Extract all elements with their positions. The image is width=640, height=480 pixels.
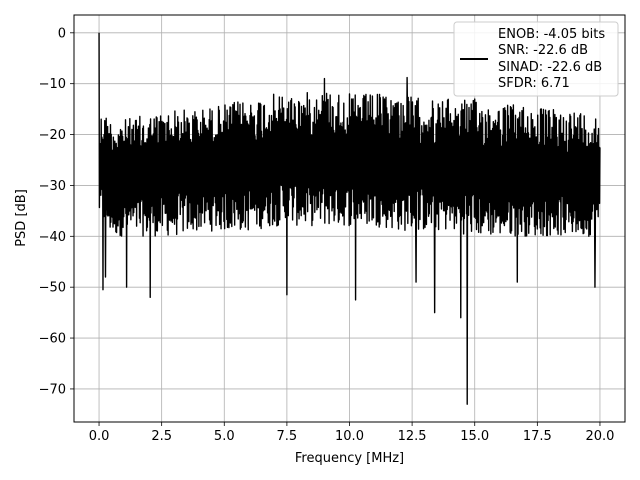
- y-tick-label: −70: [39, 382, 66, 397]
- y-tick-label: −10: [39, 77, 66, 92]
- x-tick-label: 7.5: [277, 429, 298, 444]
- psd-series-line: [98, 32, 601, 405]
- x-tick-label: 2.5: [151, 429, 172, 444]
- y-tick-label: 0: [58, 26, 66, 41]
- legend-enob: ENOB: -4.05 bits: [498, 27, 605, 42]
- legend-snr: SNR: -22.6 dB: [498, 43, 588, 58]
- x-axis-label: Frequency [MHz]: [295, 451, 404, 466]
- y-tick-label: −20: [39, 128, 66, 143]
- x-tick-label: 20.0: [585, 429, 614, 444]
- data-series: [98, 32, 601, 405]
- x-tick-label: 10.0: [335, 429, 364, 444]
- y-tick-label: −40: [39, 230, 66, 245]
- legend-sinad: SINAD: -22.6 dB: [498, 60, 602, 75]
- y-tick-label: −60: [39, 332, 66, 347]
- x-tick-label: 0.0: [89, 429, 110, 444]
- y-tick-label: −50: [39, 281, 66, 296]
- legend-sfdr: SFDR: 6.71: [498, 76, 570, 91]
- x-tick-label: 17.5: [523, 429, 552, 444]
- x-tick-label: 15.0: [460, 429, 489, 444]
- x-tick-label: 12.5: [398, 429, 427, 444]
- y-axis-label: PSD [dB]: [14, 189, 29, 247]
- x-axis-ticks: 0.0 2.5 5.0 7.5 10.0 12.5 15.0 17.5 20.0: [89, 422, 614, 444]
- legend-box: [453, 21, 619, 97]
- x-tick-label: 5.0: [214, 429, 235, 444]
- y-axis-ticks: 0 −10 −20 −30 −40 −50 −60 −70: [39, 26, 74, 397]
- legend: ENOB: -4.05 bits SNR: -22.6 dB SINAD: -2…: [453, 21, 619, 97]
- y-tick-label: −30: [39, 179, 66, 194]
